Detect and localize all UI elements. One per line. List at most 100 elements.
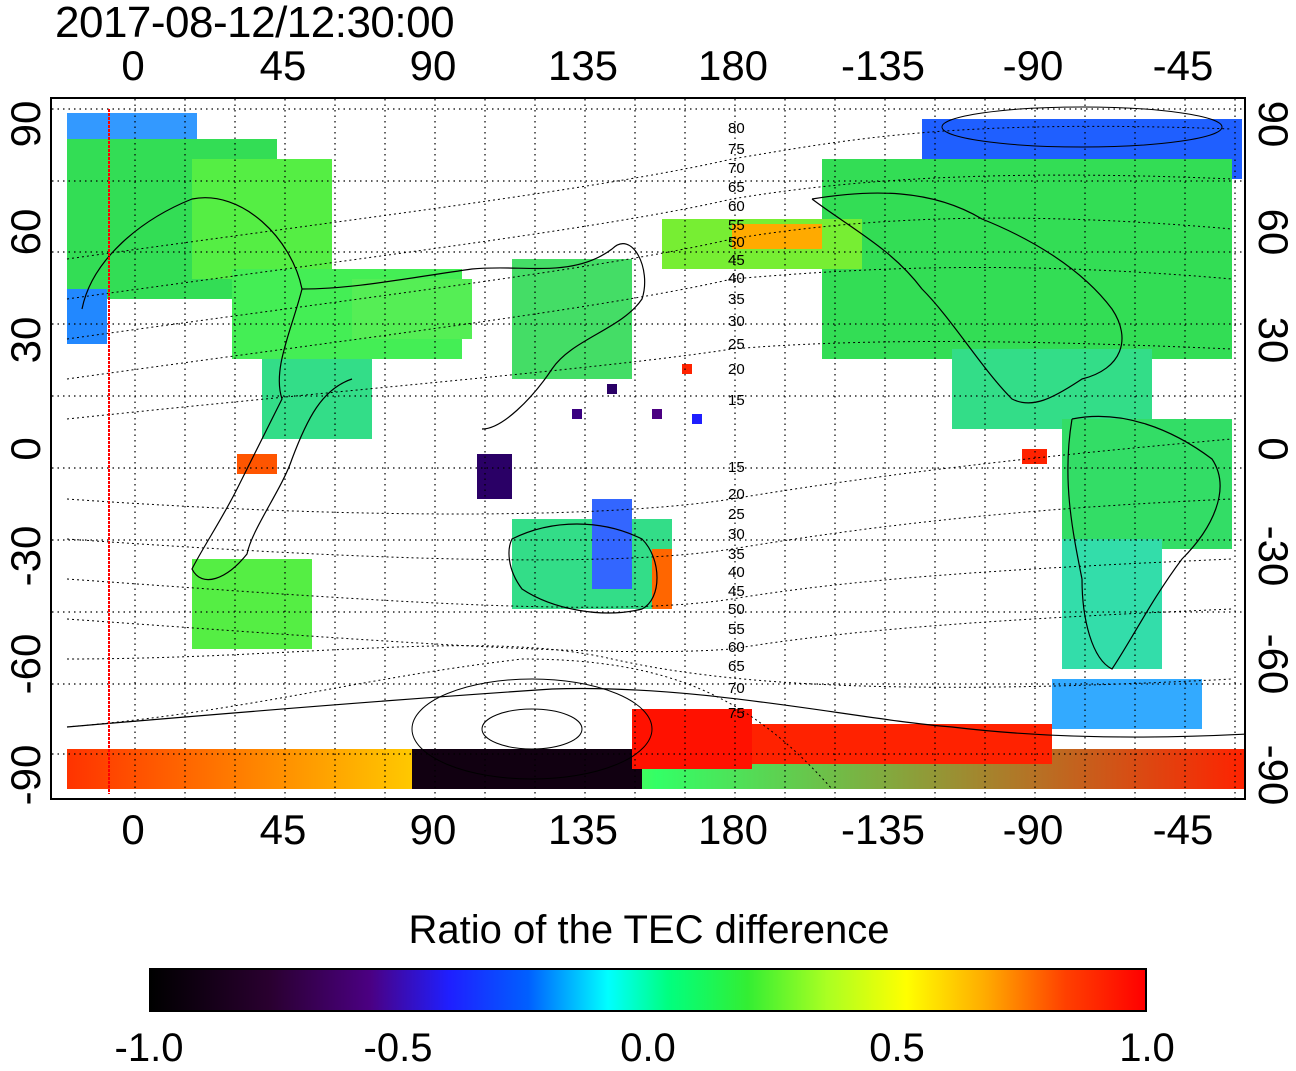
top-lon-label: 180 xyxy=(697,42,769,89)
contour-line xyxy=(66,608,1233,653)
contour-label: 75 xyxy=(728,705,745,722)
tec-patch xyxy=(592,499,632,589)
contour-label: 35 xyxy=(728,291,745,308)
contour-line xyxy=(66,341,1233,420)
contour-label: 20 xyxy=(728,361,745,378)
map-timestamp: 2017-08-12/12:30:00 xyxy=(55,0,455,47)
top-lon-label: 45 xyxy=(259,42,307,89)
top-lon-label: -135 xyxy=(840,42,926,89)
top-lon-label: -45 xyxy=(1152,42,1214,89)
coastline-antarctica xyxy=(66,687,1244,738)
left-lat-label: -90 xyxy=(2,744,49,806)
right-lat-label: 30 xyxy=(1250,316,1296,364)
top-lon-label: 135 xyxy=(547,42,619,89)
coastline-asia xyxy=(301,243,646,430)
colorbar-tick-label: 1.0 xyxy=(1119,1026,1175,1070)
coastline-europe-africa xyxy=(81,197,353,581)
colorbar-tick-label: -1.0 xyxy=(114,1026,184,1070)
contour-label: 60 xyxy=(728,639,745,656)
contour-labels-north: 80 75 70 65 60 55 50 45 40 35 30 25 20 1… xyxy=(728,120,745,409)
contour-label: 75 xyxy=(728,141,745,158)
top-lon-label: 90 xyxy=(409,42,457,89)
contour-label: 40 xyxy=(728,270,745,287)
top-lon-label: 0 xyxy=(121,42,145,89)
tec-data-patches xyxy=(67,113,1244,789)
left-lat-label: 30 xyxy=(2,316,49,364)
bottom-lon-label: 45 xyxy=(259,806,307,853)
tec-patch xyxy=(692,414,702,424)
right-lat-label: 90 xyxy=(1250,100,1296,148)
contour-label: 45 xyxy=(728,252,745,269)
contour-labels-south: 15 20 25 30 35 40 45 50 55 60 65 70 75 xyxy=(728,459,745,722)
contour-label: 15 xyxy=(728,392,745,409)
contour-line xyxy=(66,645,1233,688)
tec-patch xyxy=(952,349,1152,429)
left-lat-label: 90 xyxy=(2,100,49,148)
right-lat-label: -90 xyxy=(1250,744,1296,806)
right-lat-label: -60 xyxy=(1250,633,1296,695)
tec-patch xyxy=(632,709,752,769)
coastline-australia xyxy=(508,523,658,614)
bottom-lon-label: 0 xyxy=(121,806,145,853)
tec-patch xyxy=(1052,679,1202,729)
right-lat-label: -30 xyxy=(1250,525,1296,587)
contour-label: 70 xyxy=(728,680,745,697)
tec-patch xyxy=(682,364,692,374)
contour-label: 25 xyxy=(728,336,745,353)
right-lat-label: 60 xyxy=(1250,208,1296,256)
tec-patch xyxy=(752,724,1052,764)
tec-patch xyxy=(652,549,672,609)
contour-label: 60 xyxy=(728,198,745,215)
contour-label: 30 xyxy=(728,526,745,543)
bottom-lon-label: 180 xyxy=(697,806,769,853)
tec-patch xyxy=(192,159,332,279)
tec-patch xyxy=(262,359,372,439)
magnetic-pole-contour xyxy=(481,708,583,750)
colorbar-tick-label: -0.5 xyxy=(363,1026,433,1070)
bottom-lon-label: 135 xyxy=(547,806,619,853)
magnetic-pole-contour xyxy=(411,678,653,780)
colorbar-title: Ratio of the TEC difference xyxy=(408,908,890,952)
contour-label: 40 xyxy=(728,564,745,581)
coastline-north-america xyxy=(811,192,1123,404)
contour-label: 70 xyxy=(728,160,745,177)
contour-label: 65 xyxy=(728,179,745,196)
tec-patch xyxy=(822,159,1232,359)
contour-label: 55 xyxy=(728,621,745,638)
tec-map-plot: 80 75 70 65 60 55 50 45 40 35 30 25 20 1… xyxy=(52,99,1244,798)
tec-patch xyxy=(607,384,617,394)
contour-label: 55 xyxy=(728,217,745,234)
top-lon-label: -90 xyxy=(1002,42,1064,89)
bottom-lon-label: 90 xyxy=(409,806,457,853)
contour-line xyxy=(66,498,1233,561)
tec-patch xyxy=(237,454,277,474)
contour-label: 50 xyxy=(728,234,745,251)
left-lat-label: 0 xyxy=(2,437,49,461)
left-lat-label: -30 xyxy=(2,525,49,587)
contour-label: 65 xyxy=(728,658,745,675)
colorbar-gradient xyxy=(149,968,1147,1012)
contour-label: 30 xyxy=(728,313,745,330)
bottom-lon-label: -45 xyxy=(1152,806,1214,853)
contour-label: 20 xyxy=(728,486,745,503)
colorbar-tick-label: 0.5 xyxy=(869,1026,925,1070)
tec-patch xyxy=(477,454,512,499)
bottom-lon-label: -90 xyxy=(1002,806,1064,853)
tec-patch xyxy=(412,749,642,789)
coastline-south-america xyxy=(1067,415,1221,670)
tec-patch xyxy=(192,559,312,649)
tec-patch xyxy=(1062,539,1162,669)
contour-line xyxy=(66,658,833,790)
tec-patch xyxy=(732,224,822,249)
contour-label: 45 xyxy=(728,583,745,600)
tec-patch xyxy=(652,409,662,419)
contour-line xyxy=(66,438,1233,515)
contour-line xyxy=(66,558,1233,608)
left-lat-label: -60 xyxy=(2,633,49,695)
colorbar-tick-label: 0.0 xyxy=(620,1026,676,1070)
tec-patch xyxy=(512,259,632,379)
tec-patch xyxy=(352,279,472,339)
left-lat-label: 60 xyxy=(2,208,49,256)
contour-label: 50 xyxy=(728,601,745,618)
contour-label: 35 xyxy=(728,546,745,563)
